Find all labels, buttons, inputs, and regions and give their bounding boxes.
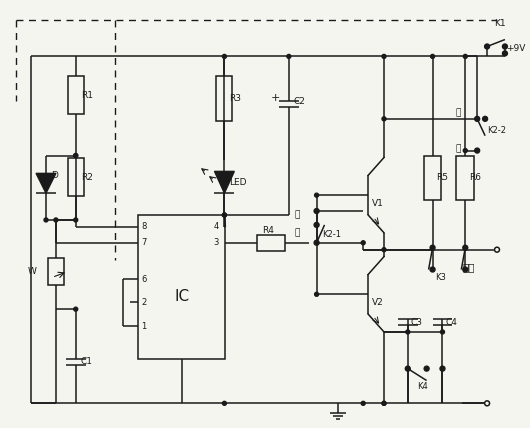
Circle shape: [361, 401, 365, 405]
Circle shape: [314, 208, 319, 214]
Text: 充: 充: [295, 211, 300, 220]
Text: R5: R5: [437, 173, 448, 182]
Bar: [456, 155, 474, 200]
Circle shape: [74, 218, 78, 222]
Circle shape: [74, 154, 78, 158]
Circle shape: [382, 54, 386, 58]
Circle shape: [440, 366, 445, 371]
Bar: [216, 76, 232, 121]
Circle shape: [405, 366, 410, 371]
Circle shape: [223, 54, 226, 58]
Circle shape: [382, 248, 386, 252]
Text: 6: 6: [141, 275, 146, 284]
Circle shape: [382, 117, 386, 121]
Circle shape: [430, 267, 435, 272]
Circle shape: [54, 218, 58, 222]
Circle shape: [430, 245, 435, 250]
Text: K4: K4: [417, 382, 428, 391]
Circle shape: [440, 330, 445, 334]
Circle shape: [502, 44, 507, 49]
Text: C3: C3: [411, 318, 423, 327]
Text: C2: C2: [294, 96, 306, 105]
Text: 放: 放: [455, 144, 461, 153]
Text: 2: 2: [141, 298, 146, 307]
Text: V2: V2: [372, 298, 384, 307]
Text: R3: R3: [229, 94, 241, 103]
Circle shape: [287, 54, 291, 58]
Circle shape: [424, 366, 429, 371]
Bar: [257, 235, 285, 251]
Bar: [138, 215, 225, 359]
Text: K2-2: K2-2: [487, 126, 506, 135]
Text: K2-1: K2-1: [323, 230, 341, 239]
Bar: [423, 155, 441, 200]
Text: IC: IC: [174, 289, 189, 304]
Circle shape: [475, 116, 480, 121]
Text: D: D: [51, 171, 58, 180]
Text: 4: 4: [214, 223, 219, 232]
Circle shape: [314, 240, 319, 245]
Text: +9V: +9V: [506, 44, 525, 53]
Text: 3: 3: [214, 238, 219, 247]
Circle shape: [502, 51, 507, 56]
Circle shape: [223, 213, 226, 217]
Bar: [68, 158, 84, 196]
Circle shape: [223, 401, 226, 405]
Text: 1: 1: [141, 321, 146, 330]
Text: K1: K1: [494, 19, 506, 28]
Circle shape: [484, 401, 490, 406]
Polygon shape: [215, 171, 234, 193]
Text: V1: V1: [372, 199, 384, 208]
Text: 充: 充: [455, 108, 461, 117]
Bar: [48, 258, 64, 285]
Circle shape: [406, 330, 410, 334]
Text: C4: C4: [445, 318, 457, 327]
Bar: [68, 76, 84, 114]
Circle shape: [494, 247, 499, 252]
Text: LED: LED: [229, 178, 247, 187]
Circle shape: [382, 401, 386, 405]
Text: 8: 8: [141, 223, 146, 232]
Circle shape: [314, 223, 319, 227]
Text: R2: R2: [81, 173, 93, 182]
Circle shape: [463, 267, 468, 272]
Polygon shape: [36, 173, 56, 193]
Circle shape: [44, 218, 48, 222]
Text: K3: K3: [436, 273, 446, 282]
Circle shape: [382, 401, 386, 405]
Circle shape: [463, 245, 468, 250]
Circle shape: [430, 54, 435, 58]
Circle shape: [361, 241, 365, 245]
Text: 7: 7: [141, 238, 146, 247]
Circle shape: [483, 116, 488, 121]
Text: W: W: [27, 267, 36, 276]
Circle shape: [475, 148, 480, 153]
Circle shape: [484, 44, 490, 49]
Circle shape: [463, 149, 467, 152]
Text: 放: 放: [295, 228, 300, 238]
Circle shape: [315, 193, 319, 197]
Text: C1: C1: [81, 357, 93, 366]
Text: R6: R6: [469, 173, 481, 182]
Circle shape: [223, 213, 226, 217]
Circle shape: [315, 292, 319, 296]
Text: R1: R1: [81, 91, 93, 100]
Circle shape: [74, 154, 78, 158]
Text: 红色: 红色: [462, 262, 475, 273]
Text: +: +: [271, 93, 280, 103]
Text: R4: R4: [262, 226, 274, 235]
Circle shape: [74, 307, 78, 311]
Circle shape: [463, 54, 467, 58]
